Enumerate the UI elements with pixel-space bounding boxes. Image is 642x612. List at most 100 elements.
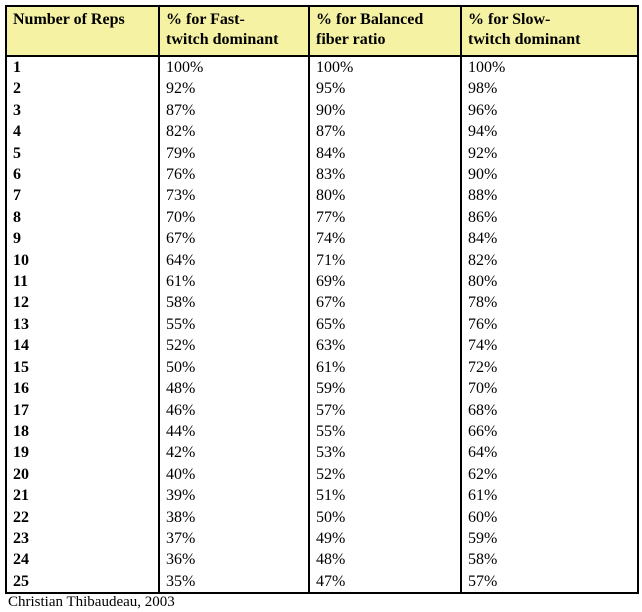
percentage-cell: 74% <box>308 228 461 250</box>
column-header-line: Number of Reps <box>13 11 125 28</box>
percentage-cell: 72% <box>460 356 638 379</box>
table-row: 2 92% 95% 98% <box>6 78 638 100</box>
table-row: 25 35% 47% 57% <box>6 570 638 594</box>
rep-count-cell: 1 <box>13 59 21 76</box>
percentage-cell: 92% <box>460 142 638 165</box>
percentage-cell: 55% <box>308 420 461 443</box>
percentage-cell: 52% <box>158 335 309 357</box>
percentage-cell: 71% <box>308 249 461 272</box>
percentage-cell: 61% <box>158 271 309 293</box>
column-header-line: % for Slow- <box>468 11 551 28</box>
table-row: 7 73% 80% 88% <box>6 185 638 207</box>
percentage-cell: 88% <box>460 185 638 207</box>
rep-count-cell: 13 <box>13 315 29 333</box>
rep-count-cell: 22 <box>13 508 29 526</box>
percentage-cell: 86% <box>460 206 638 229</box>
percentage-cell: 57% <box>308 399 461 421</box>
table-row: 22 38% 50% 60% <box>6 506 638 528</box>
rep-count-cell: 12 <box>13 294 29 312</box>
column-header: % for Slow-twitch dominant <box>460 6 638 57</box>
rep-count-cell: 2 <box>13 80 21 98</box>
rep-count-cell: 14 <box>13 337 29 355</box>
table-row: 1 100% 100% 100% <box>6 56 638 79</box>
percentage-cell: 79% <box>158 142 309 165</box>
table-row: 16 48% 59% 70% <box>6 378 638 400</box>
percentage-cell: 51% <box>308 485 461 507</box>
percentage-cell: 46% <box>158 399 309 421</box>
percentage-cell: 64% <box>158 249 309 272</box>
percentage-cell: 73% <box>158 185 309 207</box>
rep-count-cell: 8 <box>13 208 21 226</box>
percentage-cell: 38% <box>158 506 309 528</box>
percentage-cell: 68% <box>460 399 638 421</box>
percentage-cell: 66% <box>460 420 638 443</box>
percentage-cell: 42% <box>158 442 309 464</box>
percentage-cell: 80% <box>460 271 638 293</box>
percentage-cell: 83% <box>308 164 461 186</box>
rep-count-cell: 25 <box>13 572 29 590</box>
percentage-cell: 100% <box>158 56 309 79</box>
percentage-cell: 35% <box>158 570 309 594</box>
percentage-cell: 80% <box>308 185 461 207</box>
rep-count-cell: 4 <box>13 123 21 141</box>
percentage-cell: 84% <box>460 228 638 250</box>
table-row: 3 87% 90% 96% <box>6 99 638 122</box>
percentage-cell: 90% <box>460 164 638 186</box>
rep-count-cell: 9 <box>13 230 21 248</box>
rep-count-cell: 6 <box>13 166 21 184</box>
column-header: % for Balanced fiber ratio <box>308 6 461 57</box>
percentage-cell: 95% <box>308 78 461 100</box>
rep-count-cell: 23 <box>13 529 29 547</box>
percentage-cell: 90% <box>308 99 461 122</box>
percentage-cell: 49% <box>308 527 461 550</box>
percentage-cell: 77% <box>308 206 461 229</box>
percentage-cell: 70% <box>158 206 309 229</box>
percentage-cell: 61% <box>308 356 461 379</box>
percentage-cell: 100% <box>460 56 638 79</box>
rep-count-cell: 20 <box>13 465 29 483</box>
percentage-cell: 44% <box>158 420 309 443</box>
table-row: 12 58% 67% 78% <box>6 292 638 314</box>
table-row: 13 55% 65% 76% <box>6 313 638 336</box>
table-row: 10 64% 71% 82% <box>6 249 638 272</box>
percentage-cell: 58% <box>158 292 309 314</box>
column-header-line: % for Balanced <box>316 11 424 28</box>
rep-count-cell: 19 <box>13 444 29 462</box>
percentage-cell: 61% <box>460 485 638 507</box>
table-row: 6 76% 83% 90% <box>6 164 638 186</box>
table-row: 11 61% 69% 80% <box>6 271 638 293</box>
percentage-cell: 94% <box>460 121 638 143</box>
percentage-cell: 76% <box>460 313 638 336</box>
percentage-cell: 63% <box>308 335 461 357</box>
percentage-cell: 76% <box>158 164 309 186</box>
rep-count-cell: 5 <box>13 144 21 162</box>
table-body: 1 100% 100% 100% 2 92% 95% 98% 3 87% 90% 96% 4 82% 87%… <box>6 56 638 594</box>
percentage-cell: 60% <box>460 506 638 528</box>
percentage-cell: 87% <box>308 121 461 143</box>
column-header-line: fiber ratio <box>316 31 386 48</box>
table-row: 21 39% 51% 61% <box>6 485 638 507</box>
percentage-cell: 78% <box>460 292 638 314</box>
percentage-cell: 36% <box>158 549 309 571</box>
table-row: 14 52% 63% 74% <box>6 335 638 357</box>
rep-percentage-table: Number of Reps % for Fast-twitch dominant… <box>5 5 639 595</box>
rep-count-cell: 16 <box>13 380 29 398</box>
rep-count-cell: 3 <box>13 101 21 119</box>
rep-count-cell: 10 <box>13 251 29 269</box>
rep-count-cell: 18 <box>13 422 29 440</box>
percentage-cell: 55% <box>158 313 309 336</box>
percentage-cell: 40% <box>158 463 309 486</box>
percentage-cell: 70% <box>460 378 638 400</box>
table-row: 18 44% 55% 66% <box>6 420 638 443</box>
percentage-cell: 84% <box>308 142 461 165</box>
table-row: 19 42% 53% 64% <box>6 442 638 464</box>
percentage-cell: 59% <box>460 527 638 550</box>
table-row: 24 36% 48% 58% <box>6 549 638 571</box>
column-header-line: % for Fast- <box>166 11 245 28</box>
column-header: % for Fast-twitch dominant <box>158 6 309 57</box>
percentage-cell: 67% <box>308 292 461 314</box>
percentage-cell: 47% <box>308 570 461 594</box>
percentage-cell: 39% <box>158 485 309 507</box>
column-header: Number of Reps <box>6 6 159 57</box>
